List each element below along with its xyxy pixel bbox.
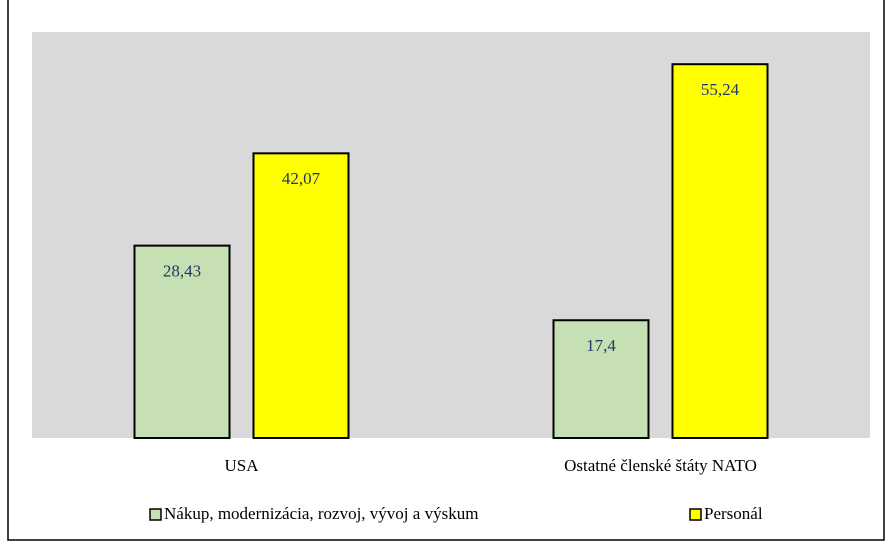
x-tick-label: Ostatné členské štáty NATO xyxy=(564,456,757,475)
legend-label: Personál xyxy=(704,504,763,523)
data-label: 17,4 xyxy=(586,336,616,355)
data-label: 28,43 xyxy=(163,262,201,281)
bar xyxy=(133,244,231,439)
legend-label: Nákup, modernizácia, rozvoj, vývoj a výs… xyxy=(164,504,478,523)
bar xyxy=(671,63,769,440)
legend-swatch xyxy=(149,508,162,521)
bar xyxy=(252,152,350,440)
data-label: 42,07 xyxy=(282,169,321,188)
data-label: 55,24 xyxy=(701,80,740,99)
x-tick-label: USA xyxy=(224,456,259,475)
bar xyxy=(552,319,650,440)
legend-swatch xyxy=(689,508,702,521)
